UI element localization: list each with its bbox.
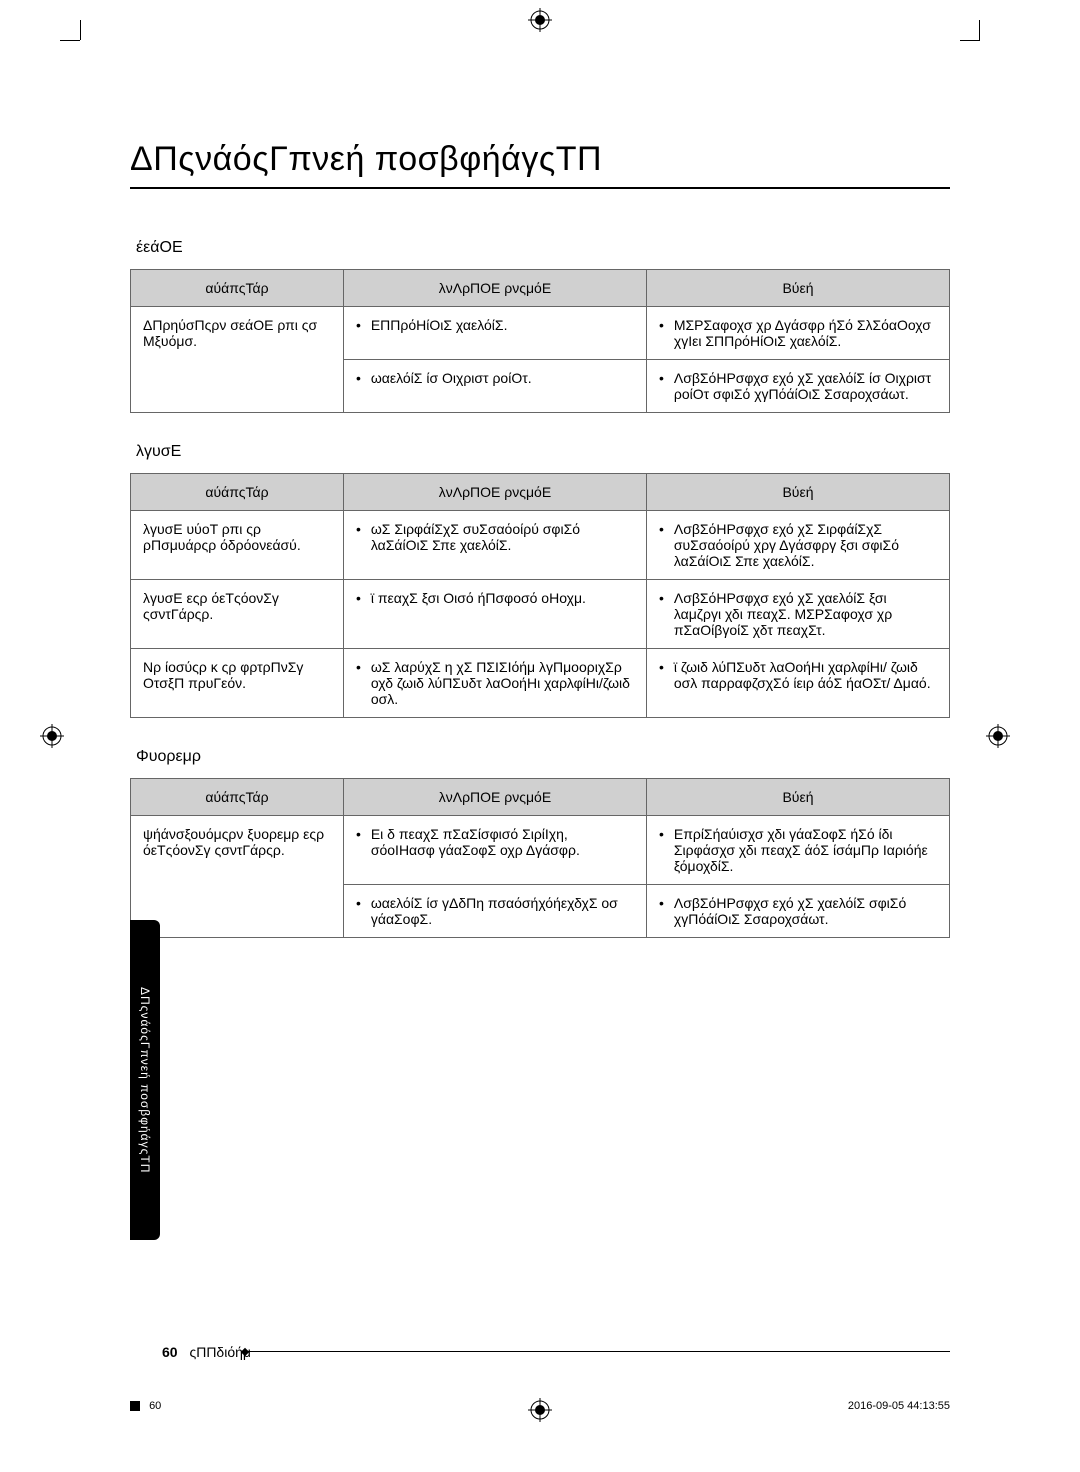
table-cell: • ϊ ζωιδ λύΠΣυδτ λαΟοήΗι χαρλφίΗι/ ζωιδ ο… <box>646 649 949 718</box>
crop-mark <box>60 40 80 41</box>
bullet-icon: • <box>356 370 361 386</box>
table-row: ΔΠρηύσΠςρν σεάΟΕ ρπι ςσ Μξυόμσ.•ΕΠΠρόΗίΟ… <box>131 307 950 360</box>
bullet-icon: • <box>659 895 664 927</box>
sections-container: έεάΟΕαύάπςΤάρλνΛρΠΟΕ ρνςμόΕΒύεήΔΠρηύσΠςρ… <box>130 239 950 938</box>
bullet-icon: • <box>659 826 664 874</box>
table-row: Νρ ίοσύςρ κ ςρ φρτρΠνΣγ ΟτσξΠ πρυΓεόν.•ω… <box>131 649 950 718</box>
table-header: Βύεή <box>646 474 949 511</box>
table-cell: • ΜΣΡΣαφοχσ χρ Δγάσφρ ήΣό ΣλΣόαΟοχσ χγΙει… <box>646 307 949 360</box>
registration-mark-icon <box>986 724 1010 748</box>
bullet-icon: • <box>356 895 361 927</box>
cell-text: ΛσβΣόΗΡσφχσ εχό χΣ χαελόίΣ σφιΣό χγΠόάίΟ… <box>674 895 937 927</box>
document-page: ΔΠςνάόςΓπνεή ποσβφήάγςΤΠ έεάΟΕαύάπςΤάρλν… <box>0 0 1080 1472</box>
cell-text: ΛσβΣόΗΡσφχσ εχό χΣ ΣιρφάίΣχΣ συΣσαόοίρύ … <box>674 521 937 569</box>
table-cell: Νρ ίοσύςρ κ ςρ φρτρΠνΣγ ΟτσξΠ πρυΓεόν. <box>131 649 344 718</box>
bullet-icon: • <box>356 521 361 553</box>
bullet-icon: • <box>659 659 664 691</box>
cell-text: ΜΣΡΣαφοχσ χρ Δγάσφρ ήΣό ΣλΣόαΟοχσ χγΙει … <box>674 317 937 349</box>
table-cell: •ωΣ λαρύχΣ η χΣ ΠΣΙΣΙόήμ λγΠμοοριχΣρ οχδ… <box>343 649 646 718</box>
section: ΦυορεμραύάπςΤάρλνΛρΠΟΕ ρνςμόΕΒύεήψήάνσξο… <box>130 748 950 938</box>
cell-text: ϊ πεαχΣ ξσι Οισό ήΠσφοσό οΗοχμ. <box>371 590 634 606</box>
table-row: λγυσΕ εςρ όεΤςόονΣγ ςσντΓάρςρ. • ϊ πεαχΣ ξ… <box>131 580 950 649</box>
cell-text: ΕΠΠρόΗίΟιΣ χαελόίΣ. <box>371 317 634 333</box>
cell-text: ΛσβΣόΗΡσφχσ εχό χΣ χαελόίΣ ξσι λαμζργι χ… <box>674 590 937 638</box>
registration-mark-icon <box>40 724 64 748</box>
table-header: Βύεή <box>646 779 949 816</box>
table-cell: • ΕΠΠρόΗίΟιΣ χαελόίΣ. <box>343 307 646 360</box>
cell-text: Ει δ πεαχΣ πΣαΣίσφισό ΣιρίΙχη, σόοΙΗασφ … <box>371 826 634 858</box>
cell-text: ϊ ζωιδ λύΠΣυδτ λαΟοήΗι χαρλφίΗι/ ζωιδ οσ… <box>674 659 937 691</box>
table-row: λγυσΕ υύοΤ ρπι ςρ ρΠσμυάρςρ όδρόονεάσύ.•… <box>131 511 950 580</box>
table-cell: • ωαελόίΣ ίσ γΔδΠη πσαόσήχόήεχδχΣ οσ γάαΣ… <box>343 885 646 938</box>
section: λγυσΕ αύάπςΤάρλνΛρΠΟΕ ρνςμόΕΒύεή λγυσΕ υύο… <box>130 443 950 718</box>
bullet-icon: • <box>659 590 664 638</box>
bullet-icon: • <box>659 370 664 402</box>
crop-mark <box>979 20 980 40</box>
table-header: αύάπςΤάρ <box>131 270 344 307</box>
print-footer-right: 2016-09-05 44:13:55 <box>848 1400 950 1412</box>
table-cell: •ΛσβΣόΗΡσφχσ εχό χΣ χαελόίΣ ξσι λαμζργι … <box>646 580 949 649</box>
table-cell: •ΕπρίΣήαύισχσ χδι γάαΣοφΣ ήΣό ίδι Σιρφάσ… <box>646 816 949 885</box>
data-table: αύάπςΤάρλνΛρΠΟΕ ρνςμόΕΒύεήψήάνσξουόμςρν … <box>130 778 950 938</box>
section-heading: Φυορεμρ <box>136 748 950 766</box>
table-cell: • ϊ πεαχΣ ξσι Οισό ήΠσφοσό οΗοχμ. <box>343 580 646 649</box>
table-header: αύάπςΤάρ <box>131 779 344 816</box>
cell-text: ωαελόίΣ ίσ Οιχριστ ροίΟτ. <box>371 370 634 386</box>
bullet-icon: • <box>356 590 361 606</box>
cell-text: ΕπρίΣήαύισχσ χδι γάαΣοφΣ ήΣό ίδι Σιρφάσχ… <box>674 826 937 874</box>
bullet-icon: • <box>356 826 361 858</box>
crop-mark <box>80 20 81 40</box>
registration-mark-icon <box>528 1398 552 1422</box>
cell-text: ΛσβΣόΗΡσφχσ εχό χΣ χαελόίΣ ίσ Οιχριστ ρο… <box>674 370 937 402</box>
table-header: λνΛρΠΟΕ ρνςμόΕ <box>343 474 646 511</box>
footer-rule <box>242 1351 950 1352</box>
table-header: λνΛρΠΟΕ ρνςμόΕ <box>343 270 646 307</box>
table-cell: • ΛσβΣόΗΡσφχσ εχό χΣ χαελόίΣ σφιΣό χγΠόάί… <box>646 885 949 938</box>
table-cell: • ΛσβΣόΗΡσφχσ εχό χΣ χαελόίΣ ίσ Οιχριστ ρ… <box>646 360 949 413</box>
side-tab: ΔΠςνάόςΓπνεή ποσβφήάγςΤΠ <box>130 920 160 1240</box>
page-title: ΔΠςνάόςΓπνεή ποσβφήάγςΤΠ <box>130 140 950 189</box>
section-heading: λγυσΕ <box>136 443 950 461</box>
print-footer-left: 60 <box>130 1400 161 1412</box>
bullet-icon: • <box>356 659 361 707</box>
table-cell: λγυσΕ εςρ όεΤςόονΣγ ςσντΓάρςρ. <box>131 580 344 649</box>
table-cell: • ωΣ ΣιρφάίΣχΣ συΣσαόοίρύ σφιΣό λαΣάίΟιΣ … <box>343 511 646 580</box>
table-header: Βύεή <box>646 270 949 307</box>
table-cell: • ωαελόίΣ ίσ Οιχριστ ροίΟτ. <box>343 360 646 413</box>
table-cell: •ΛσβΣόΗΡσφχσ εχό χΣ ΣιρφάίΣχΣ συΣσαόοίρύ… <box>646 511 949 580</box>
side-tab-label: ΔΠςνάόςΓπνεή ποσβφήάγςΤΠ <box>138 987 152 1173</box>
table-cell: ψήάνσξουόμςρν ξυορεμρ εςρ όεΤςόονΣγ ςσντ… <box>131 816 344 938</box>
table-header: λνΛρΠΟΕ ρνςμόΕ <box>343 779 646 816</box>
section: έεάΟΕαύάπςΤάρλνΛρΠΟΕ ρνςμόΕΒύεήΔΠρηύσΠςρ… <box>130 239 950 413</box>
table-cell: • Ει δ πεαχΣ πΣαΣίσφισό ΣιρίΙχη, σόοΙΗασφ… <box>343 816 646 885</box>
print-mark-icon <box>130 1401 140 1411</box>
registration-mark-icon <box>528 8 552 32</box>
data-table: αύάπςΤάρλνΛρΠΟΕ ρνςμόΕΒύεήΔΠρηύσΠςρν σεά… <box>130 269 950 413</box>
table-header: αύάπςΤάρ <box>131 474 344 511</box>
footer-page-number: 60 <box>162 1344 178 1360</box>
bullet-icon: • <box>356 317 361 333</box>
footer-label: ςΠΠδιόήμ <box>189 1344 251 1360</box>
bullet-icon: • <box>659 521 664 569</box>
section-heading: έεάΟΕ <box>136 239 950 257</box>
cell-text: ωΣ λαρύχΣ η χΣ ΠΣΙΣΙόήμ λγΠμοοριχΣρ οχδ … <box>371 659 634 707</box>
bullet-icon: • <box>659 317 664 349</box>
print-footer-left-text: 60 <box>149 1400 161 1412</box>
table-cell: λγυσΕ υύοΤ ρπι ςρ ρΠσμυάρςρ όδρόονεάσύ. <box>131 511 344 580</box>
table-cell: ΔΠρηύσΠςρν σεάΟΕ ρπι ςσ Μξυόμσ. <box>131 307 344 413</box>
data-table: αύάπςΤάρλνΛρΠΟΕ ρνςμόΕΒύεή λγυσΕ υύοΤ ρπι… <box>130 473 950 718</box>
footer-text: 60 ςΠΠδιόήμ <box>162 1344 251 1360</box>
cell-text: ωΣ ΣιρφάίΣχΣ συΣσαόοίρύ σφιΣό λαΣάίΟιΣ Σ… <box>371 521 634 553</box>
table-row: ψήάνσξουόμςρν ξυορεμρ εςρ όεΤςόονΣγ ςσντ… <box>131 816 950 885</box>
cell-text: ωαελόίΣ ίσ γΔδΠη πσαόσήχόήεχδχΣ οσ γάαΣο… <box>371 895 634 927</box>
crop-mark <box>960 40 980 41</box>
